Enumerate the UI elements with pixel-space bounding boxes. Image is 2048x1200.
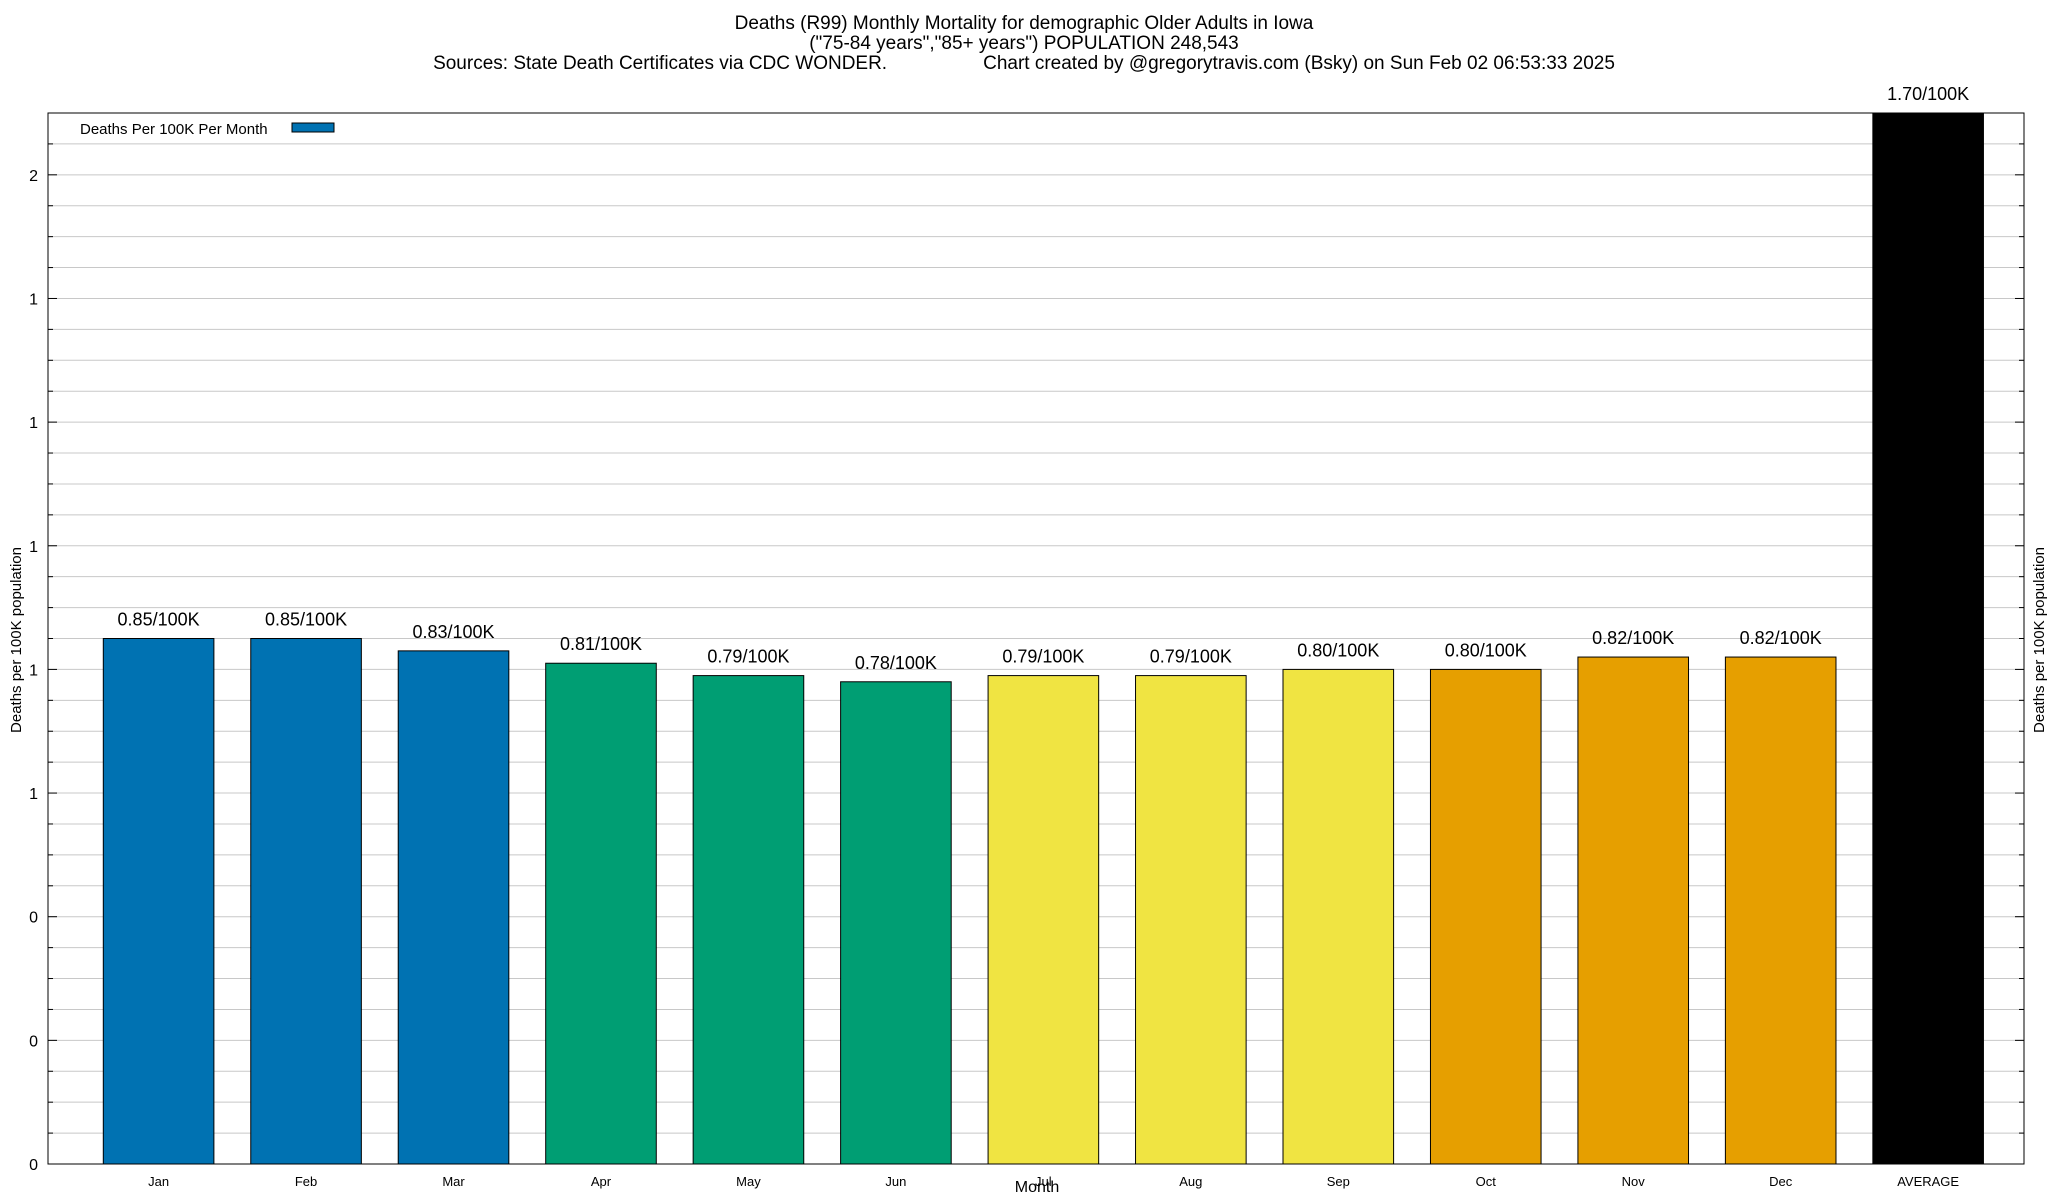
- legend: Deaths Per 100K Per Month: [80, 121, 335, 138]
- bar-value-label: 0.82/100K: [1592, 628, 1674, 648]
- chart-title: Deaths (R99) Monthly Mortality for demog…: [734, 13, 1314, 34]
- bar-jun: [840, 681, 952, 1165]
- bar-value-label: 0.80/100K: [1445, 640, 1527, 660]
- x-tick-label: Aug: [1179, 1174, 1202, 1189]
- x-tick-label: Jul: [1035, 1174, 1052, 1189]
- bar-value-label: 0.85/100K: [118, 610, 200, 630]
- bar-dec: [1724, 656, 1837, 1165]
- chart-subtitle: ("75-84 years","85+ years") POPULATION 2…: [809, 33, 1239, 54]
- x-tick-label: Jan: [148, 1174, 169, 1189]
- bar-average: [1872, 112, 1984, 1165]
- bar-nov: [1577, 656, 1690, 1165]
- x-tick-label: Jun: [885, 1174, 906, 1189]
- value-labels: 0.85/100K 0.85/100K 0.83/100K 0.81/100K 0.79…: [118, 84, 1970, 673]
- legend-swatch: [291, 122, 335, 133]
- plot-frame: [47, 112, 2025, 1165]
- y2-axis-label: Deaths per 100K population: [2031, 547, 2048, 733]
- bar-value-label: 0.81/100K: [560, 634, 642, 654]
- bar-value-label: 0.85/100K: [265, 610, 347, 630]
- y-tick-label: 1: [29, 786, 38, 803]
- bar-aug: [1135, 675, 1247, 1165]
- y-axis-label: Deaths per 100K population: [8, 547, 25, 733]
- x-axis-label: Month: [1015, 1179, 1059, 1196]
- bar-value-label: 0.80/100K: [1297, 640, 1379, 660]
- x-tick-label: AVERAGE: [1897, 1174, 1959, 1189]
- bar-feb: [250, 638, 362, 1165]
- x-tick-label: Dec: [1769, 1174, 1793, 1189]
- y-tick-label: 1: [29, 662, 38, 679]
- chart-credit: Chart created by @gregorytravis.com (Bsk…: [983, 53, 1615, 74]
- bar-value-label: 0.78/100K: [855, 653, 937, 673]
- y-tick-label: 0: [29, 910, 38, 927]
- bar-value-label: 0.82/100K: [1740, 628, 1822, 648]
- y-tick-label: 1: [29, 291, 38, 308]
- y-tick-label: 1: [29, 415, 38, 432]
- y-tick-label: 2: [29, 168, 38, 185]
- legend-label: Deaths Per 100K Per Month: [80, 121, 268, 138]
- bar-value-label: 0.79/100K: [1002, 647, 1084, 667]
- bar-oct: [1429, 668, 1542, 1165]
- chart-source-line: Sources: State Death Certificates via CD…: [0, 54, 2048, 74]
- grid-lines: [48, 112, 2024, 1165]
- bar-apr: [545, 662, 657, 1165]
- x-tick-label: Feb: [295, 1174, 317, 1189]
- x-tick-label: Apr: [591, 1174, 612, 1189]
- bar-mar: [397, 650, 510, 1165]
- bar-value-label: 1.70/100K: [1887, 84, 1969, 104]
- bar-may: [692, 675, 805, 1165]
- bar-value-label: 0.79/100K: [1150, 647, 1232, 667]
- x-tick-label: Nov: [1622, 1174, 1646, 1189]
- y-tick-label: 0: [29, 1157, 38, 1174]
- x-tick-label: Sep: [1327, 1174, 1350, 1189]
- bar-jul: [987, 675, 1100, 1165]
- bar-sep: [1282, 668, 1395, 1165]
- y-tick-label: 1: [29, 539, 38, 556]
- bar-jan: [102, 638, 215, 1165]
- bars: [102, 112, 1984, 1165]
- x-tick-label: May: [736, 1174, 761, 1189]
- x-tick-label: Mar: [442, 1174, 465, 1189]
- axes: 0 0 0 1 1 1 1 1 2 Jan Feb Mar Apr May Jun Jul Aug Sep Oct N…: [29, 112, 2025, 1189]
- chart-sources: Sources: State Death Certificates via CD…: [433, 53, 888, 74]
- x-tick-label: Oct: [1476, 1174, 1497, 1189]
- bar-value-label: 0.83/100K: [412, 622, 494, 642]
- y-tick-label: 0: [29, 1033, 38, 1050]
- bar-value-label: 0.79/100K: [707, 647, 789, 667]
- chart-header: Deaths (R99) Monthly Mortality for demog…: [0, 14, 2048, 74]
